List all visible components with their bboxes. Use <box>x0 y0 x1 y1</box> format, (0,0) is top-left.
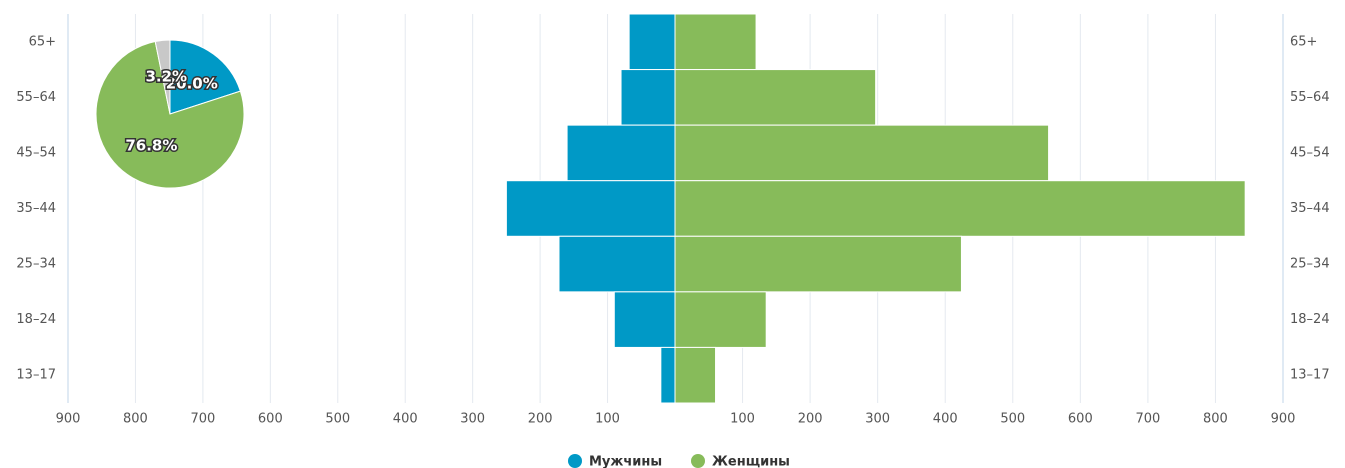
y-tick-label: 45–54 <box>16 145 56 160</box>
x-tick-label: 400 <box>933 412 958 427</box>
bar <box>674 124 1050 182</box>
x-tick-label: 100 <box>730 412 755 427</box>
pie-slice <box>169 39 242 115</box>
y-tick-label: 55–64 <box>16 90 56 105</box>
y-tick-label: 35–44 <box>1290 201 1330 216</box>
bar <box>620 69 676 126</box>
y-tick-label: 25–34 <box>16 257 56 272</box>
x-tick-label: 900 <box>1271 412 1296 427</box>
legend-marker <box>691 454 705 468</box>
y-tick-label: 55–64 <box>1290 90 1330 105</box>
pie-slice <box>95 40 245 189</box>
pie-label: 3.2% <box>145 68 187 86</box>
x-tick-label: 400 <box>393 412 418 427</box>
x-tick-label: 300 <box>460 412 485 427</box>
x-tick-label: 600 <box>258 412 283 427</box>
bar <box>674 346 717 404</box>
bar <box>558 235 676 293</box>
bar <box>566 124 676 182</box>
y-tick-label: 25–34 <box>1290 257 1330 272</box>
y-tick-label: 13–17 <box>1290 368 1330 383</box>
x-tick-label: 700 <box>1135 412 1160 427</box>
bar <box>674 13 757 71</box>
pie-slice <box>154 39 171 115</box>
y-tick-label: 13–17 <box>16 368 56 383</box>
bar <box>674 291 767 348</box>
bar <box>505 180 676 237</box>
x-tick-label: 600 <box>1068 412 1093 427</box>
legend-label: Женщины <box>712 455 790 468</box>
x-tick-label: 900 <box>56 412 81 427</box>
pie-label: 20.0% <box>166 75 218 93</box>
bar <box>674 235 962 293</box>
x-tick-label: 800 <box>123 412 148 427</box>
x-tick-label: 200 <box>528 412 553 427</box>
y-tick-label: 18–24 <box>1290 312 1330 327</box>
x-tick-label: 500 <box>1000 412 1025 427</box>
bar <box>613 291 676 348</box>
bar <box>674 180 1246 237</box>
x-tick-label: 800 <box>1203 412 1228 427</box>
y-tick-label: 45–54 <box>1290 145 1330 160</box>
bar <box>660 346 676 404</box>
x-tick-label: 700 <box>190 412 215 427</box>
legend-item: Мужчины <box>568 454 662 468</box>
x-tick-label: 100 <box>595 412 620 427</box>
y-tick-label: 65+ <box>29 34 56 49</box>
pie-label: 76.8% <box>125 136 177 154</box>
x-tick-label: 300 <box>865 412 890 427</box>
legend-item: Женщины <box>691 454 790 468</box>
x-tick-label: 500 <box>325 412 350 427</box>
x-tick-label: 200 <box>798 412 823 427</box>
bar <box>628 13 676 71</box>
y-tick-label: 35–44 <box>16 201 56 216</box>
y-tick-label: 65+ <box>1290 34 1317 49</box>
legend-marker <box>568 454 582 468</box>
legend-label: Мужчины <box>589 455 662 468</box>
bar <box>674 69 877 126</box>
y-tick-label: 18–24 <box>16 312 56 327</box>
